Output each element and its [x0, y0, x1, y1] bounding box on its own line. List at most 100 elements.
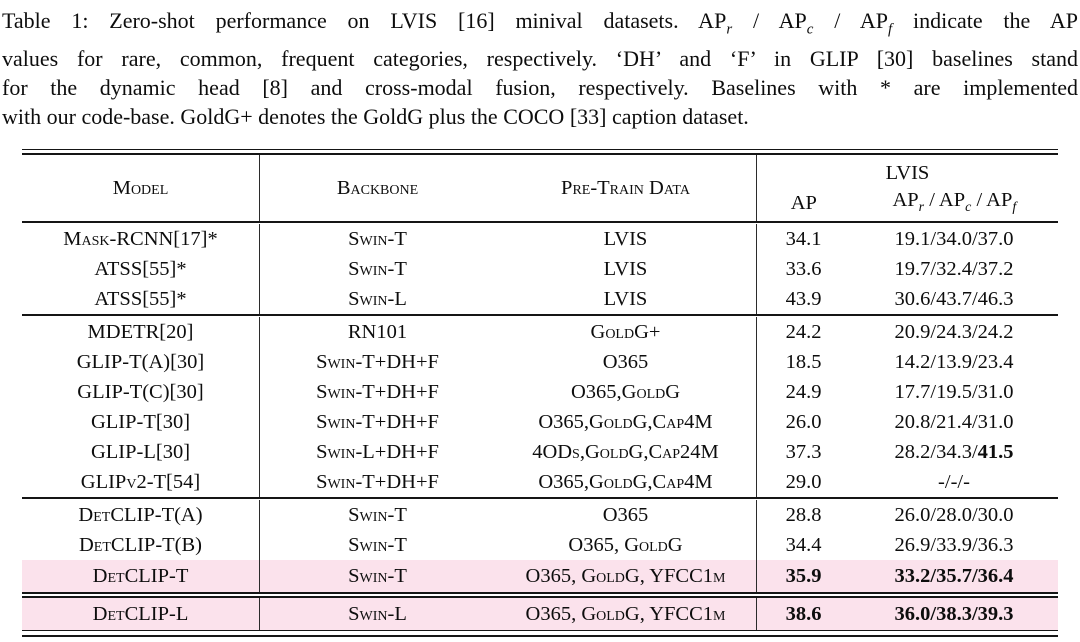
cell-model: DetCLIP-L — [92, 602, 189, 625]
cell-ap-rcf: 30.6 / 43.7 / 46.3 — [850, 284, 1058, 314]
cell-ap-rcf: 20.9 / 24.3 / 24.2 — [850, 317, 1058, 347]
cell-pretrain: LVIS — [603, 257, 648, 280]
slash-separator: / — [971, 440, 978, 463]
ap-label: AP — [938, 189, 966, 212]
ap-common-value: - — [950, 470, 958, 493]
caption-text: Table 1: Zero-shot performance on LVIS [… — [2, 8, 727, 33]
ap-common-value: 21.4 — [936, 410, 972, 433]
cell-model: ATSS[55]* — [94, 257, 187, 280]
cell-pretrain: LVIS — [603, 227, 648, 250]
ap-common-value: 28.0 — [936, 503, 972, 526]
slash-separator: / — [930, 320, 937, 343]
header-rule — [22, 221, 1058, 224]
ap-common-value: 33.9 — [936, 533, 972, 556]
group-rule — [22, 314, 1058, 317]
slash-separator: / — [957, 470, 964, 493]
cell-backbone: Swin-T — [259, 500, 495, 530]
subscript-f: f — [888, 21, 893, 38]
cell-ap: 24.9 — [756, 377, 850, 407]
ap-common-value: 34.0 — [936, 227, 972, 250]
caption-line-3: for the dynamic head [8] and cross-modal… — [2, 75, 1078, 101]
ap-rare-value: 20.8 — [894, 410, 931, 433]
cell-ap: 34.4 — [756, 530, 850, 560]
cell-backbone: Swin-T+DH+F — [259, 407, 495, 437]
table-row-mdetr: MDETR[20] RN101 GoldG+ 24.2 20.9 / 24.3 … — [22, 317, 1058, 347]
cell-ap: 35.9 — [756, 560, 850, 592]
ap-common-value: 19.5 — [936, 380, 972, 403]
caption-line-1: Table 1: Zero-shot performance on LVIS [… — [2, 6, 1078, 44]
cell-ap: 38.6 — [756, 598, 850, 630]
ap-frequent-value: 31.0 — [977, 410, 1014, 433]
ap-frequent-value: 39.3 — [977, 602, 1014, 625]
cell-backbone: Swin-T — [259, 224, 495, 254]
cell-model: GLIP-T(C)[30] — [77, 380, 204, 403]
cell-pretrain: 4ODs,GoldG,Cap24M — [532, 440, 719, 463]
ap-frequent-value: 36.3 — [977, 533, 1014, 556]
col-header-backbone: Backbone — [259, 155, 495, 221]
cell-ap-rcf: 20.8 / 21.4 / 31.0 — [850, 407, 1058, 437]
cell-ap-rcf: 19.1 / 34.0 / 37.0 — [850, 224, 1058, 254]
cell-pretrain: O365,GoldG — [570, 380, 681, 403]
cell-backbone: Swin-T+DH+F — [259, 467, 495, 497]
cell-pretrain: O365, GoldG, YFCC1m — [525, 564, 726, 587]
table-row-atss-swin-l: ATSS[55]* Swin-L LVIS 43.9 30.6 / 43.7 /… — [22, 284, 1058, 314]
bottom-double-rule — [22, 630, 1058, 637]
ap-frequent-value: 37.0 — [977, 227, 1014, 250]
cell-pretrain: LVIS — [603, 287, 648, 310]
cell-model: ATSS[55]* — [94, 287, 187, 310]
cell-ap-rcf: 28.2 / 34.3 / 41.5 — [850, 437, 1058, 467]
cell-backbone: Swin-L — [259, 598, 495, 630]
ap-frequent-value: 23.4 — [977, 350, 1014, 373]
cell-ap-rcf: 19.7 / 32.4 / 37.2 — [850, 254, 1058, 284]
table-row-detclip-t-b: DetCLIP-T(B) Swin-T O365, GoldG 34.4 26.… — [22, 530, 1058, 560]
cell-backbone: Swin-T — [259, 530, 495, 560]
ap-frequent-value: 36.4 — [977, 564, 1014, 587]
col-header-ap-rcf: APr / APc / APf — [851, 189, 1058, 216]
cell-ap-rcf: 33.2 / 35.7 / 36.4 — [850, 560, 1058, 592]
ap-frequent-value: 37.2 — [977, 257, 1014, 280]
slash-separator: / — [930, 503, 937, 526]
cell-model: MDETR[20] — [87, 320, 194, 343]
cell-ap: 24.2 — [756, 317, 850, 347]
table-row-glip-t: GLIP-T[30] Swin-T+DH+F O365,GoldG,Cap4M … — [22, 407, 1058, 437]
top-double-rule — [22, 149, 1058, 155]
cell-pretrain: GoldG+ — [590, 320, 661, 343]
table-row-detclip-t-highlighted: DetCLIP-T Swin-T O365, GoldG, YFCC1m 35.… — [22, 560, 1058, 592]
cell-model: DetCLIP-T(A) — [78, 503, 203, 526]
slash-separator: / — [971, 320, 978, 343]
slash-separator: / — [930, 564, 937, 587]
subscript-c: c — [965, 200, 972, 216]
table-row-atss-swin-t: ATSS[55]* Swin-T LVIS 33.6 19.7 / 32.4 /… — [22, 254, 1058, 284]
ap-rare-value: 26.0 — [894, 503, 931, 526]
cell-backbone: Swin-T+DH+F — [259, 377, 495, 407]
table-row-glip-l: GLIP-L[30] Swin-L+DH+F 4ODs,GoldG,Cap24M… — [22, 437, 1058, 467]
cell-ap-rcf: 17.7 / 19.5 / 31.0 — [850, 377, 1058, 407]
ap-rare-value: 33.2 — [894, 564, 931, 587]
cell-model: GLIP-T(A)[30] — [76, 350, 205, 373]
slash-separator: / — [971, 533, 978, 556]
slash-separator: / — [930, 380, 937, 403]
slash-separator: / — [971, 287, 978, 310]
cell-ap: 18.5 — [756, 347, 850, 377]
table-row-detclip-l-highlighted: DetCLIP-L Swin-L O365, GoldG, YFCC1m 38.… — [22, 598, 1058, 630]
cell-model: GLIPv2-T[54] — [80, 470, 201, 493]
cell-backbone: Swin-T — [259, 254, 495, 284]
cell-model: DetCLIP-T(B) — [78, 533, 202, 556]
cell-pretrain: O365,GoldG,Cap4M — [538, 410, 713, 433]
group-rule — [22, 497, 1058, 500]
slash-separator: / — [924, 189, 939, 212]
ap-rare-value: 28.2 — [894, 440, 931, 463]
slash-separator: / — [971, 380, 978, 403]
ap-rare-value: 36.0 — [894, 602, 931, 625]
col-header-ap: AP — [790, 191, 817, 214]
slash-separator: / — [930, 410, 937, 433]
cell-pretrain: O365 — [602, 503, 649, 526]
caption-text: indicate the AP — [892, 8, 1078, 33]
slash-separator: / — [971, 602, 978, 625]
cell-backbone: Swin-T — [259, 560, 495, 592]
ap-frequent-value: 31.0 — [977, 380, 1014, 403]
ap-frequent-value: - — [963, 470, 970, 493]
subscript-f: f — [1012, 200, 1017, 216]
col-header-model: Model — [112, 176, 169, 199]
cell-pretrain: O365,GoldG,Cap4M — [538, 470, 713, 493]
